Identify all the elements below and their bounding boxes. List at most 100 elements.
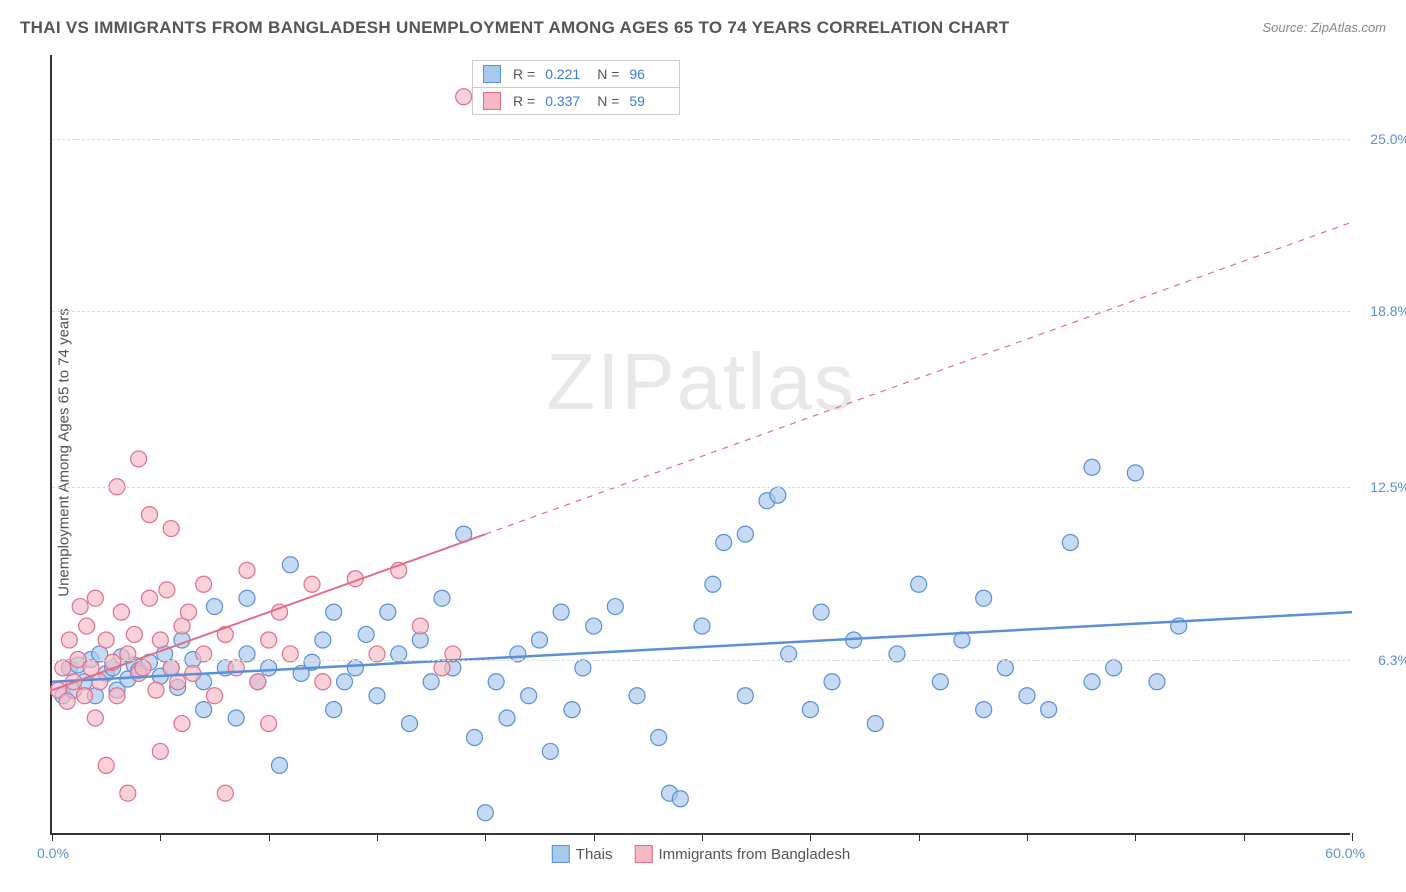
- gridline: [52, 487, 1350, 488]
- x-tick: [52, 833, 53, 841]
- data-point: [488, 674, 504, 690]
- gridline: [52, 139, 1350, 140]
- data-point: [113, 604, 129, 620]
- data-point: [1127, 465, 1143, 481]
- x-tick: [1244, 833, 1245, 841]
- x-tick: [160, 833, 161, 841]
- data-point: [802, 702, 818, 718]
- gridline: [52, 660, 1350, 661]
- data-point: [976, 702, 992, 718]
- y-tick-label: 12.5%: [1370, 479, 1406, 495]
- data-point: [282, 557, 298, 573]
- data-point: [142, 590, 158, 606]
- data-point: [575, 660, 591, 676]
- data-point: [651, 730, 667, 746]
- data-point: [456, 89, 472, 105]
- x-tick: [919, 833, 920, 841]
- data-point: [148, 682, 164, 698]
- legend-swatch: [552, 845, 570, 863]
- data-point: [716, 535, 732, 551]
- data-point: [672, 791, 688, 807]
- data-point: [217, 785, 233, 801]
- x-tick: [594, 833, 595, 841]
- x-tick: [1135, 833, 1136, 841]
- data-point: [770, 487, 786, 503]
- data-point: [59, 693, 75, 709]
- data-point: [705, 576, 721, 592]
- x-tick: [1027, 833, 1028, 841]
- legend-item: Thais: [552, 845, 613, 863]
- data-point: [315, 674, 331, 690]
- data-point: [181, 604, 197, 620]
- data-point: [250, 674, 266, 690]
- data-point: [337, 674, 353, 690]
- data-point: [152, 743, 168, 759]
- data-point: [142, 507, 158, 523]
- data-point: [434, 590, 450, 606]
- x-tick: [269, 833, 270, 841]
- data-point: [61, 632, 77, 648]
- data-point: [326, 702, 342, 718]
- x-tick: [377, 833, 378, 841]
- data-point: [98, 632, 114, 648]
- data-point: [737, 688, 753, 704]
- data-point: [629, 688, 645, 704]
- data-point: [120, 785, 136, 801]
- data-point: [261, 632, 277, 648]
- data-point: [163, 521, 179, 537]
- data-point: [358, 626, 374, 642]
- data-point: [813, 604, 829, 620]
- data-point: [976, 590, 992, 606]
- data-point: [423, 674, 439, 690]
- data-point: [92, 674, 108, 690]
- data-point: [126, 626, 142, 642]
- data-point: [867, 716, 883, 732]
- legend-swatch: [634, 845, 652, 863]
- data-point: [521, 688, 537, 704]
- data-point: [564, 702, 580, 718]
- data-point: [499, 710, 515, 726]
- data-point: [135, 660, 151, 676]
- data-point: [55, 660, 71, 676]
- y-tick-label: 18.8%: [1370, 303, 1406, 319]
- y-tick-label: 6.3%: [1378, 652, 1406, 668]
- data-point: [326, 604, 342, 620]
- x-max-label: 60.0%: [1325, 845, 1365, 861]
- gridline: [52, 311, 1350, 312]
- data-point: [1062, 535, 1078, 551]
- data-point: [272, 757, 288, 773]
- data-point: [1019, 688, 1035, 704]
- data-point: [261, 716, 277, 732]
- data-point: [532, 632, 548, 648]
- data-point: [228, 710, 244, 726]
- data-point: [315, 632, 331, 648]
- data-point: [607, 599, 623, 615]
- data-point: [239, 590, 255, 606]
- data-point: [586, 618, 602, 634]
- chart-svg: [52, 55, 1350, 833]
- chart-title: THAI VS IMMIGRANTS FROM BANGLADESH UNEMP…: [20, 18, 1009, 38]
- x-tick: [810, 833, 811, 841]
- data-point: [412, 618, 428, 634]
- data-point: [467, 730, 483, 746]
- series-legend: Thais Immigrants from Bangladesh: [552, 845, 850, 863]
- data-point: [1041, 702, 1057, 718]
- data-point: [477, 805, 493, 821]
- legend-item: Immigrants from Bangladesh: [634, 845, 850, 863]
- data-point: [261, 660, 277, 676]
- data-point: [1149, 674, 1165, 690]
- data-point: [737, 526, 753, 542]
- data-point: [1106, 660, 1122, 676]
- data-point: [196, 702, 212, 718]
- data-point: [87, 590, 103, 606]
- data-point: [174, 716, 190, 732]
- data-point: [98, 757, 114, 773]
- x-tick: [702, 833, 703, 841]
- data-point: [72, 599, 88, 615]
- y-tick-label: 25.0%: [1370, 131, 1406, 147]
- data-point: [553, 604, 569, 620]
- x-tick: [485, 833, 486, 841]
- data-point: [824, 674, 840, 690]
- data-point: [131, 451, 147, 467]
- data-point: [239, 562, 255, 578]
